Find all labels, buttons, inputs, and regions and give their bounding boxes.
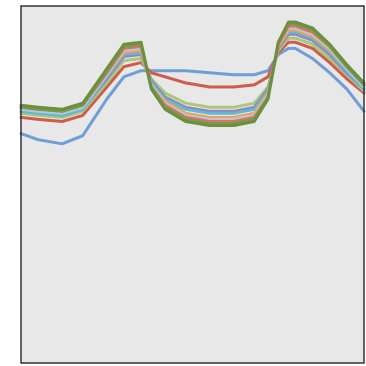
series-line-10 <box>19 20 366 127</box>
series-group <box>19 20 366 146</box>
series-line-3 <box>19 36 366 119</box>
series-line-1 <box>19 46 366 146</box>
plot-frame <box>20 5 365 364</box>
series-line-2 <box>19 40 366 123</box>
plot-background <box>21 6 364 363</box>
